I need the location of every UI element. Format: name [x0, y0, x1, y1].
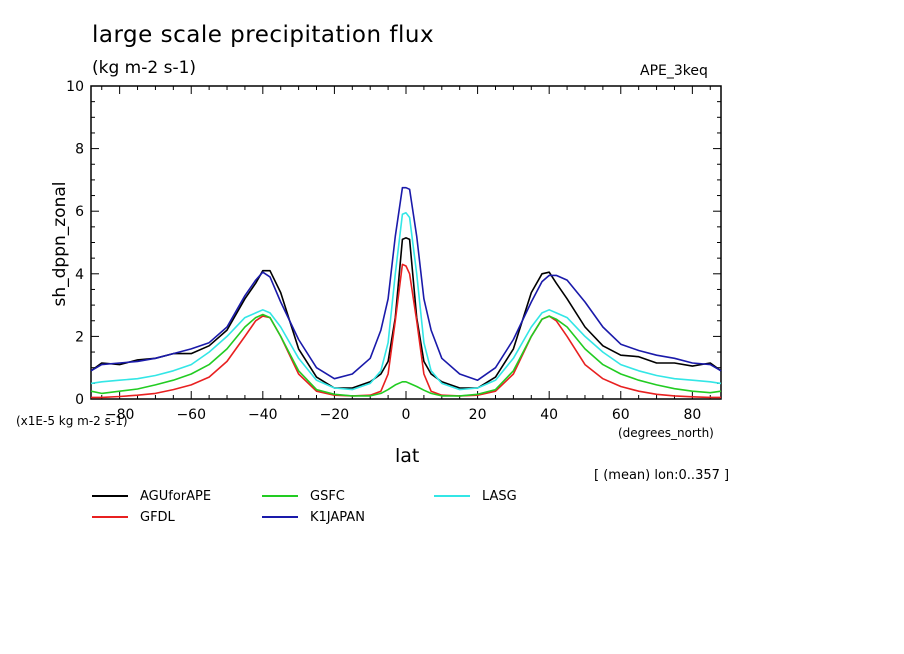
- x-tick-label: −60: [176, 407, 206, 423]
- series-line-k1japan: [90, 186, 722, 382]
- series-line-aguforape: [90, 237, 722, 389]
- x-tick-label: −20: [320, 407, 350, 423]
- x-tick-label: 60: [612, 407, 630, 423]
- series-line-lasg: [90, 212, 722, 391]
- legend-item-k1japan: K1JAPAN: [262, 508, 365, 526]
- series-line-gfdl: [91, 263, 721, 399]
- scale-note: (x1E-5 kg m-2 s-1): [16, 414, 128, 428]
- legend-swatch: [262, 495, 298, 497]
- legend-item-gsfc: GSFC: [262, 487, 345, 505]
- x-tick-label: −80: [105, 407, 135, 423]
- y-tick-label: 2: [75, 329, 84, 345]
- x-tick-label: 20: [469, 407, 487, 423]
- x-tick-label: 0: [402, 407, 411, 423]
- legend-swatch: [262, 516, 298, 518]
- y-tick-label: 8: [75, 142, 84, 158]
- x-tick-label: 40: [540, 407, 558, 423]
- y-tick-label: 10: [66, 79, 84, 95]
- plot-frame: [90, 85, 722, 400]
- chart-title: large scale precipitation flux: [92, 22, 435, 48]
- series-line-gsfc: [90, 313, 722, 397]
- chart-units: (kg m-2 s-1): [92, 58, 197, 78]
- legend-item-gfdl: GFDL: [92, 508, 175, 526]
- y-tick-label: 4: [75, 267, 84, 283]
- legend-swatch: [92, 516, 128, 518]
- legend-item-lasg: LASG: [434, 487, 517, 505]
- legend-label: GFDL: [140, 509, 175, 525]
- legend-label: GSFC: [310, 488, 345, 504]
- legend-swatch: [434, 495, 470, 497]
- y-tick-label: 0: [75, 392, 84, 408]
- x-axis-units: (degrees_north): [618, 426, 714, 440]
- y-tick-label: 6: [75, 204, 84, 220]
- x-tick-label: 80: [683, 407, 701, 423]
- x-axis-label: lat: [395, 445, 420, 467]
- legend-label: LASG: [482, 488, 517, 504]
- footnote: [ (mean) lon:0..357 ]: [594, 468, 730, 483]
- legend-label: AGUforAPE: [140, 488, 212, 504]
- legend-item-aguforape: AGUforAPE: [92, 487, 211, 505]
- run-tag: APE_3keq: [640, 63, 708, 79]
- legend-swatch: [92, 495, 128, 497]
- x-tick-label: −40: [248, 407, 278, 423]
- legend-label: K1JAPAN: [310, 509, 365, 525]
